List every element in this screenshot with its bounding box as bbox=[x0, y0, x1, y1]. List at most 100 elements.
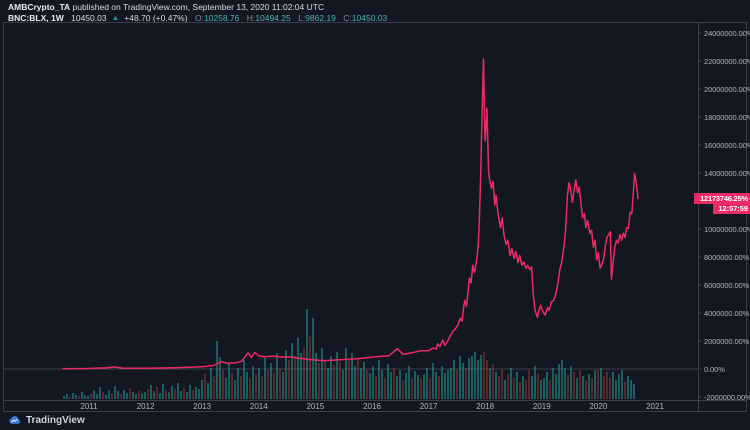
volume-bar-up bbox=[558, 364, 560, 399]
volume-bar-up bbox=[114, 386, 116, 399]
volume-bar-down bbox=[78, 396, 80, 399]
price-axis-label: -2000000.00% bbox=[704, 392, 750, 402]
price-axis-separator bbox=[698, 22, 699, 412]
volume-bar-up bbox=[198, 389, 200, 399]
volume-bar-up bbox=[432, 363, 434, 399]
volume-bar-up bbox=[576, 378, 578, 399]
volume-bar-up bbox=[633, 384, 635, 399]
volume-bar-down bbox=[183, 388, 185, 399]
volume-bar-down bbox=[456, 370, 458, 399]
volume-bar-down bbox=[348, 360, 350, 399]
volume-bar-up bbox=[237, 368, 239, 399]
volume-bar-up bbox=[489, 368, 491, 399]
volume-bar-up bbox=[117, 391, 119, 399]
volume-bar-down bbox=[597, 370, 599, 399]
volume-bar-down bbox=[393, 368, 395, 399]
volume-bar-up bbox=[453, 360, 455, 399]
price-line-series bbox=[62, 58, 639, 370]
volume-bar-up bbox=[189, 385, 191, 399]
volume-bar-up bbox=[627, 376, 629, 399]
volume-bar-down bbox=[537, 374, 539, 399]
volume-bar-down bbox=[129, 388, 131, 399]
volume-bar-down bbox=[492, 364, 494, 399]
volume-bar-up bbox=[291, 343, 293, 399]
volume-bar-up bbox=[594, 370, 596, 399]
volume-bar-up bbox=[474, 352, 476, 399]
price-axis-label: 8000000.00% bbox=[704, 252, 750, 262]
volume-bar-up bbox=[84, 395, 86, 399]
volume-bar-up bbox=[360, 368, 362, 399]
volume-bar-down bbox=[438, 376, 440, 399]
volume-bar-up bbox=[435, 372, 437, 399]
volume-bar-up bbox=[135, 394, 137, 399]
volume-bar-down bbox=[483, 352, 485, 399]
volume-bar-up bbox=[459, 356, 461, 399]
volume-bar-down bbox=[69, 397, 71, 399]
volume-bar-down bbox=[267, 370, 269, 399]
volume-bar-up bbox=[321, 348, 323, 399]
tradingview-logo[interactable]: TradingView bbox=[7, 413, 85, 427]
volume-bar-down bbox=[579, 370, 581, 399]
close-label: C: bbox=[343, 13, 352, 23]
volume-bar-down bbox=[102, 392, 104, 399]
volume-bar-up bbox=[264, 358, 266, 399]
volume-bar-down bbox=[519, 382, 521, 399]
time-axis-label: 2019 bbox=[532, 402, 551, 411]
volume-bar-down bbox=[222, 370, 224, 399]
volume-bar-up bbox=[285, 350, 287, 399]
volume-bar-up bbox=[219, 357, 221, 399]
volume-bar-down bbox=[573, 372, 575, 399]
volume-bar-up bbox=[540, 380, 542, 399]
time-axis-label: 2012 bbox=[136, 402, 155, 411]
time-axis-label: 2018 bbox=[476, 402, 495, 411]
volume-bar-up bbox=[516, 372, 518, 399]
high-label: H: bbox=[246, 13, 256, 23]
volume-bar-down bbox=[156, 387, 158, 399]
chart-pane-border bbox=[3, 22, 747, 412]
volume-bar-down bbox=[204, 373, 206, 399]
volume-bar-up bbox=[153, 391, 155, 399]
volume-bar-up bbox=[126, 393, 128, 399]
volume-bar-up bbox=[327, 368, 329, 399]
time-axis-label: 2013 bbox=[193, 402, 212, 411]
price-axis-label: 4000000.00% bbox=[704, 308, 750, 318]
volume-bar-down bbox=[465, 368, 467, 399]
volume-bar-down bbox=[507, 374, 509, 399]
time-axis-label: 2017 bbox=[419, 402, 438, 411]
volume-bar-up bbox=[270, 363, 272, 399]
volume-bar-up bbox=[621, 370, 623, 399]
price-axis-label: 20000000.00% bbox=[704, 84, 750, 94]
volume-bar-up bbox=[612, 372, 614, 399]
close-value: 10450.03 bbox=[351, 13, 388, 23]
price-axis-label: 24000000.00% bbox=[704, 28, 750, 38]
volume-bar-up bbox=[405, 373, 407, 399]
volume-bar-up bbox=[354, 366, 356, 399]
tradingview-logo-text: TradingView bbox=[26, 414, 85, 426]
volume-bar-up bbox=[300, 353, 302, 399]
volume-bar-up bbox=[144, 392, 146, 399]
price-axis-label: 18000000.00% bbox=[704, 112, 750, 122]
volume-bar-up bbox=[510, 368, 512, 399]
volume-bar-up bbox=[630, 380, 632, 399]
volume-bar-up bbox=[99, 387, 101, 399]
volume-bar-up bbox=[372, 366, 374, 399]
symbol-interval: BNC:BLX, 1W bbox=[8, 13, 64, 23]
volume-bar-up bbox=[351, 353, 353, 399]
time-axis-label: 2020 bbox=[589, 402, 608, 411]
volume-bar-up bbox=[171, 386, 173, 399]
tradingview-cloud-icon bbox=[9, 415, 21, 424]
volume-bar-down bbox=[261, 376, 263, 399]
volume-bar-up bbox=[201, 380, 203, 399]
volume-bar-down bbox=[486, 360, 488, 399]
volume-bar-up bbox=[480, 355, 482, 399]
volume-bar-up bbox=[369, 373, 371, 399]
volume-bar-down bbox=[249, 378, 251, 399]
volume-bar-up bbox=[447, 370, 449, 399]
volume-bar-up bbox=[396, 376, 398, 399]
volume-bar-down bbox=[513, 378, 515, 399]
volume-bar-up bbox=[477, 360, 479, 399]
low-value: 9862.19 bbox=[305, 13, 336, 23]
volume-bar-up bbox=[282, 372, 284, 399]
volume-bar-up bbox=[186, 392, 188, 399]
